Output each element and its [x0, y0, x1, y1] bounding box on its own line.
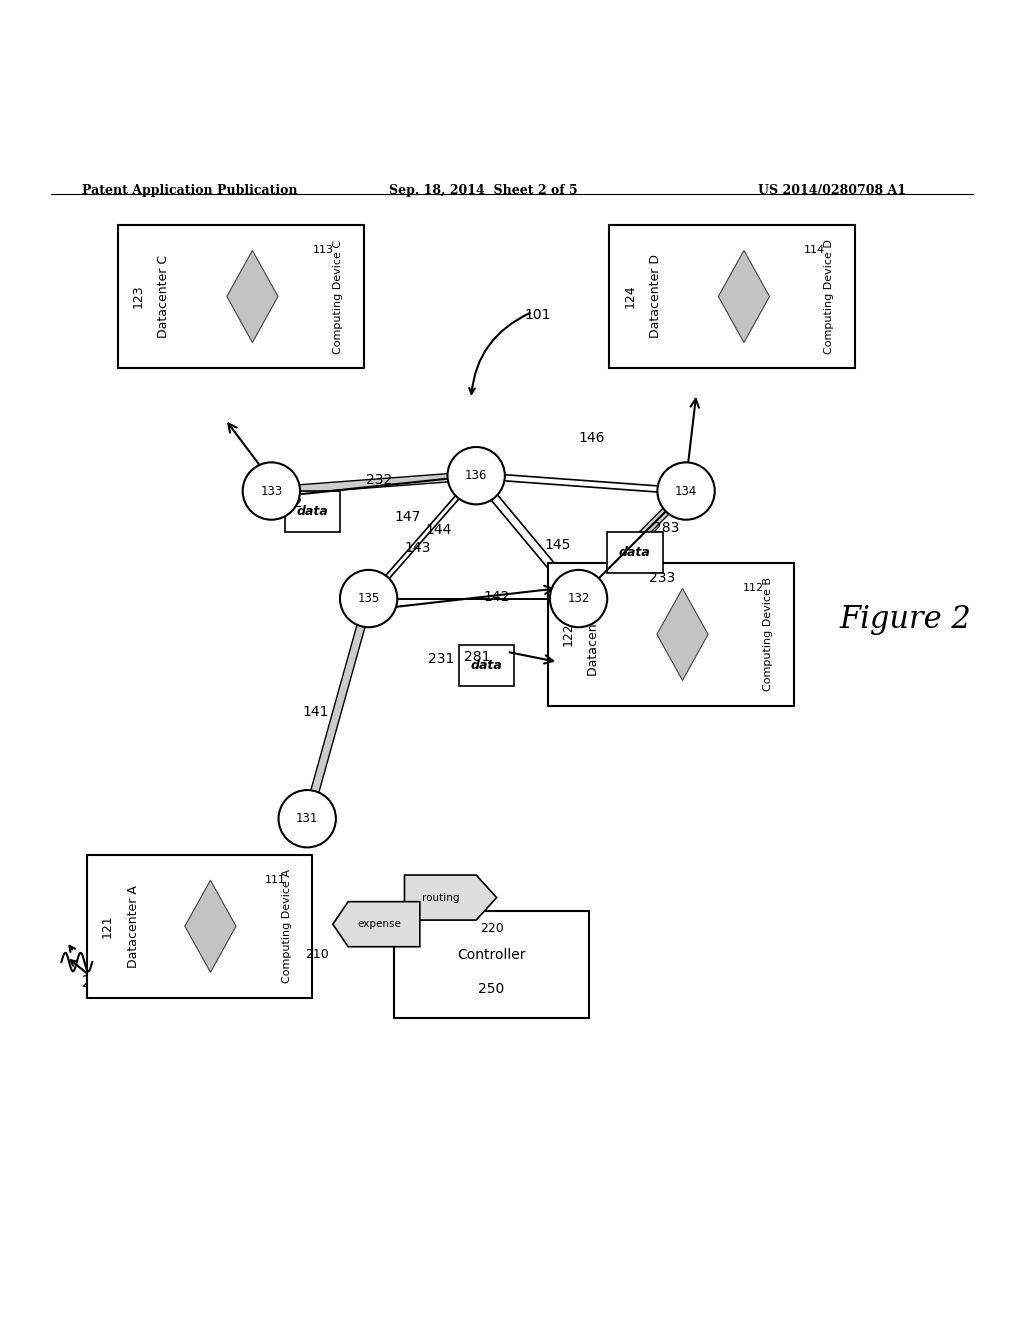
FancyBboxPatch shape [609, 224, 855, 368]
Text: 123: 123 [132, 285, 144, 309]
Text: data: data [296, 506, 329, 517]
Polygon shape [185, 880, 236, 973]
FancyBboxPatch shape [87, 854, 312, 998]
FancyBboxPatch shape [459, 644, 514, 685]
Text: 124: 124 [624, 285, 636, 309]
Text: 134: 134 [675, 484, 697, 498]
Text: Datacenter C: Datacenter C [158, 255, 170, 338]
FancyBboxPatch shape [118, 224, 364, 368]
Text: 143: 143 [404, 541, 431, 556]
Text: 136: 136 [465, 469, 487, 482]
Text: data: data [470, 659, 503, 672]
FancyBboxPatch shape [394, 911, 589, 1019]
FancyBboxPatch shape [607, 532, 663, 573]
Text: 113: 113 [312, 246, 334, 255]
Text: 145: 145 [545, 539, 571, 552]
Polygon shape [404, 875, 497, 920]
Text: 231: 231 [428, 652, 455, 667]
Text: Patent Application Publication: Patent Application Publication [82, 183, 297, 197]
Polygon shape [719, 251, 770, 343]
Circle shape [447, 447, 505, 504]
Text: 112: 112 [742, 583, 764, 593]
Text: 282: 282 [276, 496, 303, 511]
Text: 210: 210 [305, 948, 330, 961]
Text: 101: 101 [524, 308, 551, 322]
Text: 147: 147 [394, 510, 421, 524]
Polygon shape [333, 902, 420, 946]
Text: 114: 114 [804, 246, 825, 255]
Circle shape [550, 570, 607, 627]
Text: 142: 142 [483, 590, 510, 603]
Text: US 2014/0280708 A1: US 2014/0280708 A1 [758, 183, 906, 197]
Circle shape [340, 570, 397, 627]
Text: 200: 200 [82, 975, 111, 990]
Text: 283: 283 [653, 521, 680, 535]
Text: Datacenter D: Datacenter D [649, 255, 662, 338]
FancyBboxPatch shape [548, 562, 794, 706]
Circle shape [279, 791, 336, 847]
Text: 135: 135 [357, 593, 380, 605]
Text: routing: routing [422, 892, 459, 903]
Circle shape [657, 462, 715, 520]
Text: 133: 133 [260, 484, 283, 498]
Text: Figure 2: Figure 2 [840, 603, 972, 635]
Text: 232: 232 [366, 473, 392, 487]
Text: 131: 131 [296, 812, 318, 825]
Text: 233: 233 [649, 572, 676, 585]
Text: expense: expense [357, 919, 400, 929]
Text: Datacenter B: Datacenter B [588, 593, 600, 676]
Text: 144: 144 [425, 523, 452, 537]
Text: 132: 132 [567, 593, 590, 605]
Text: Sep. 18, 2014  Sheet 2 of 5: Sep. 18, 2014 Sheet 2 of 5 [389, 183, 578, 197]
Text: Controller: Controller [458, 948, 525, 962]
Text: 250: 250 [478, 982, 505, 997]
Text: Computing Device B: Computing Device B [763, 577, 773, 692]
FancyBboxPatch shape [285, 491, 340, 532]
Text: data: data [618, 546, 651, 558]
Polygon shape [657, 589, 709, 681]
Text: Computing Device C: Computing Device C [333, 239, 343, 354]
Text: 121: 121 [101, 915, 114, 939]
Text: Computing Device D: Computing Device D [824, 239, 835, 354]
Text: 141: 141 [302, 705, 329, 719]
Text: 122: 122 [562, 623, 574, 647]
Text: Datacenter A: Datacenter A [127, 884, 139, 968]
Text: 111: 111 [264, 875, 286, 884]
Text: 281: 281 [464, 649, 490, 664]
Polygon shape [227, 251, 279, 343]
Text: 146: 146 [579, 430, 605, 445]
Circle shape [243, 462, 300, 520]
Text: Computing Device A: Computing Device A [282, 870, 292, 983]
Text: 220: 220 [479, 921, 504, 935]
